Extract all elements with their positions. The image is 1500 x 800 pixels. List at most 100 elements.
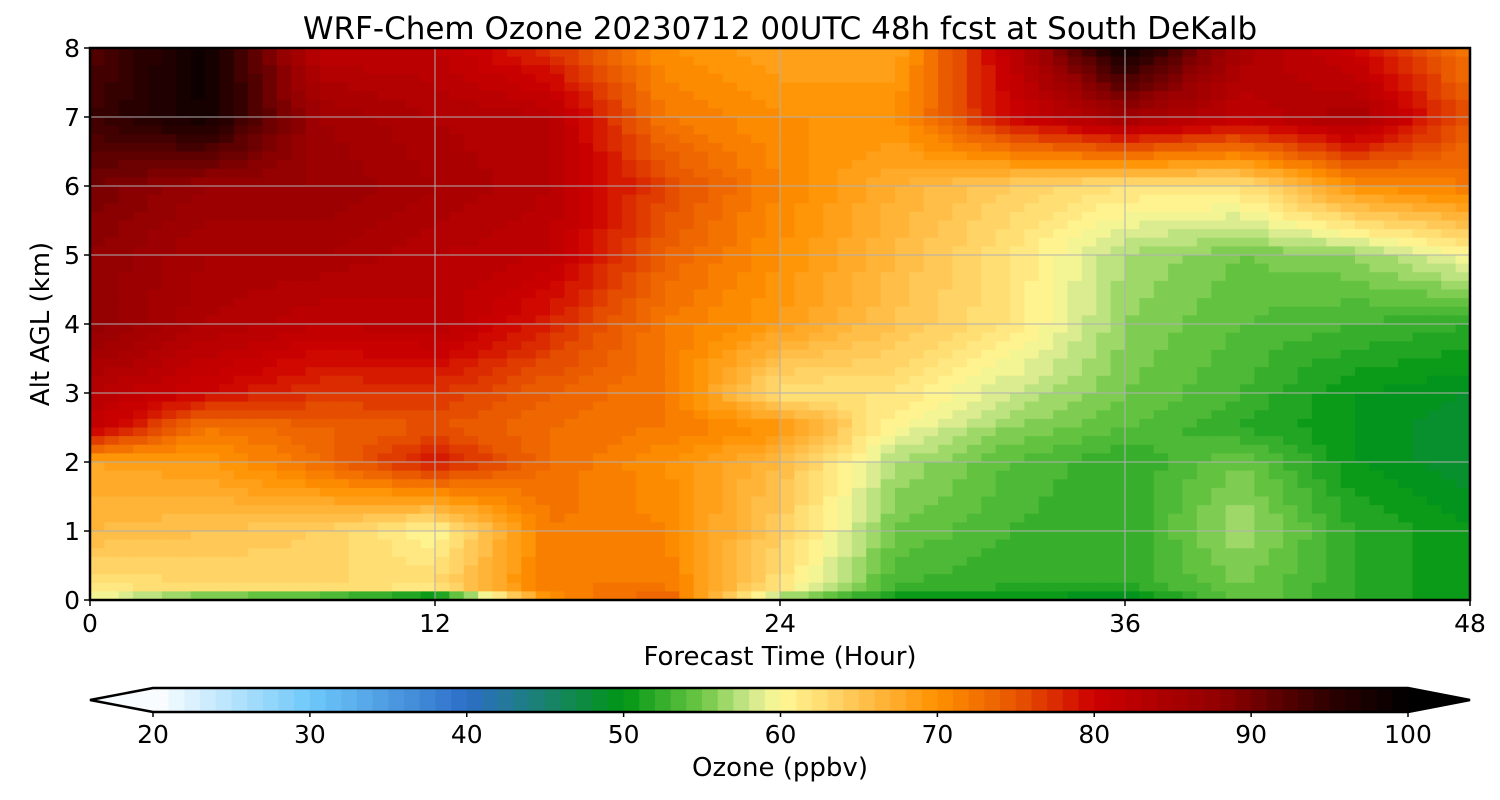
field-cell: [506, 384, 522, 394]
field-cell: [334, 591, 350, 600]
field-cell: [1139, 151, 1155, 161]
field-cell: [736, 341, 752, 351]
field-cell: [147, 151, 163, 161]
field-cell: [190, 56, 206, 66]
field-cell: [564, 496, 580, 506]
field-cell: [794, 82, 810, 92]
field-cell: [995, 194, 1011, 204]
field-cell: [463, 522, 479, 532]
field-cell: [780, 160, 795, 170]
field-cell: [205, 367, 220, 377]
field-cell: [895, 513, 910, 523]
field-cell: [478, 505, 494, 515]
field-cell: [233, 487, 249, 498]
field-cell: [435, 65, 450, 75]
field-cell: [248, 298, 264, 308]
field-cell: [291, 220, 307, 230]
field-cell: [1010, 393, 1025, 403]
field-cell: [305, 151, 321, 161]
field-cell: [1053, 410, 1069, 420]
ozone-field: [90, 48, 1470, 600]
field-cell: [895, 56, 910, 66]
field-cell: [219, 56, 235, 66]
field-cell: [348, 349, 364, 360]
field-cell: [1196, 211, 1212, 222]
field-cell: [1182, 522, 1198, 532]
field-cell: [262, 462, 278, 472]
field-cell: [420, 384, 436, 394]
field-cell: [780, 582, 795, 592]
field-cell: [449, 574, 465, 584]
field-cell: [1168, 56, 1184, 66]
field-cell: [1081, 108, 1097, 118]
field-cell: [679, 410, 695, 420]
field-cell: [320, 591, 335, 600]
field-cell: [492, 384, 508, 394]
field-cell: [981, 332, 997, 342]
field-cell: [391, 505, 407, 515]
field-cell: [377, 548, 393, 558]
field-cell: [1096, 142, 1112, 153]
field-cell: [377, 108, 393, 118]
field-cell: [320, 462, 335, 472]
field-cell: [851, 280, 867, 291]
field-cell: [550, 522, 565, 532]
field-cell: [104, 142, 120, 153]
field-cell: [535, 151, 551, 161]
field-cell: [880, 341, 896, 351]
field-cell: [679, 220, 695, 230]
field-cell: [1168, 496, 1184, 506]
field-cell: [578, 470, 594, 480]
field-cell: [147, 263, 163, 273]
field-cell: [895, 108, 910, 118]
field-cell: [190, 229, 206, 239]
field-cell: [650, 332, 666, 342]
field-cell: [521, 341, 537, 351]
field-cell: [161, 134, 177, 144]
field-cell: [1168, 574, 1184, 584]
field-cell: [938, 220, 954, 230]
field-cell: [751, 531, 767, 541]
field-cell: [564, 462, 580, 472]
field-cell: [406, 591, 422, 600]
field-cell: [406, 220, 422, 230]
field-cell: [665, 289, 680, 299]
field-cell: [564, 108, 580, 118]
field-cell: [722, 324, 738, 334]
field-cell: [780, 410, 795, 420]
field-cell: [607, 211, 623, 222]
field-cell: [636, 591, 652, 600]
field-cell: [133, 522, 149, 532]
field-cell: [291, 505, 307, 515]
field-cell: [305, 263, 321, 273]
field-cell: [607, 548, 623, 558]
field-cell: [190, 436, 206, 446]
field-cell: [133, 56, 149, 66]
field-cell: [104, 186, 120, 196]
field-cell: [650, 539, 666, 549]
field-cell: [492, 203, 508, 213]
field-cell: [1038, 73, 1054, 84]
field-cell: [837, 453, 853, 463]
field-cell: [981, 487, 997, 498]
field-cell: [593, 220, 609, 230]
field-cell: [1168, 229, 1184, 239]
field-cell: [176, 332, 192, 342]
field-cell: [736, 177, 752, 187]
field-cell: [521, 487, 537, 498]
field-cell: [736, 255, 752, 265]
field-cell: [391, 315, 407, 325]
field-cell: [866, 418, 882, 429]
field-cell: [463, 91, 479, 101]
field-cell: [492, 220, 508, 230]
field-cell: [276, 487, 292, 498]
field-cell: [650, 211, 666, 222]
field-cell: [909, 375, 925, 385]
field-cell: [650, 56, 666, 66]
field-cell: [621, 48, 637, 58]
field-cell: [377, 220, 393, 230]
field-cell: [90, 82, 105, 92]
field-cell: [1110, 289, 1126, 299]
field-cell: [794, 134, 810, 144]
field-cell: [679, 315, 695, 325]
